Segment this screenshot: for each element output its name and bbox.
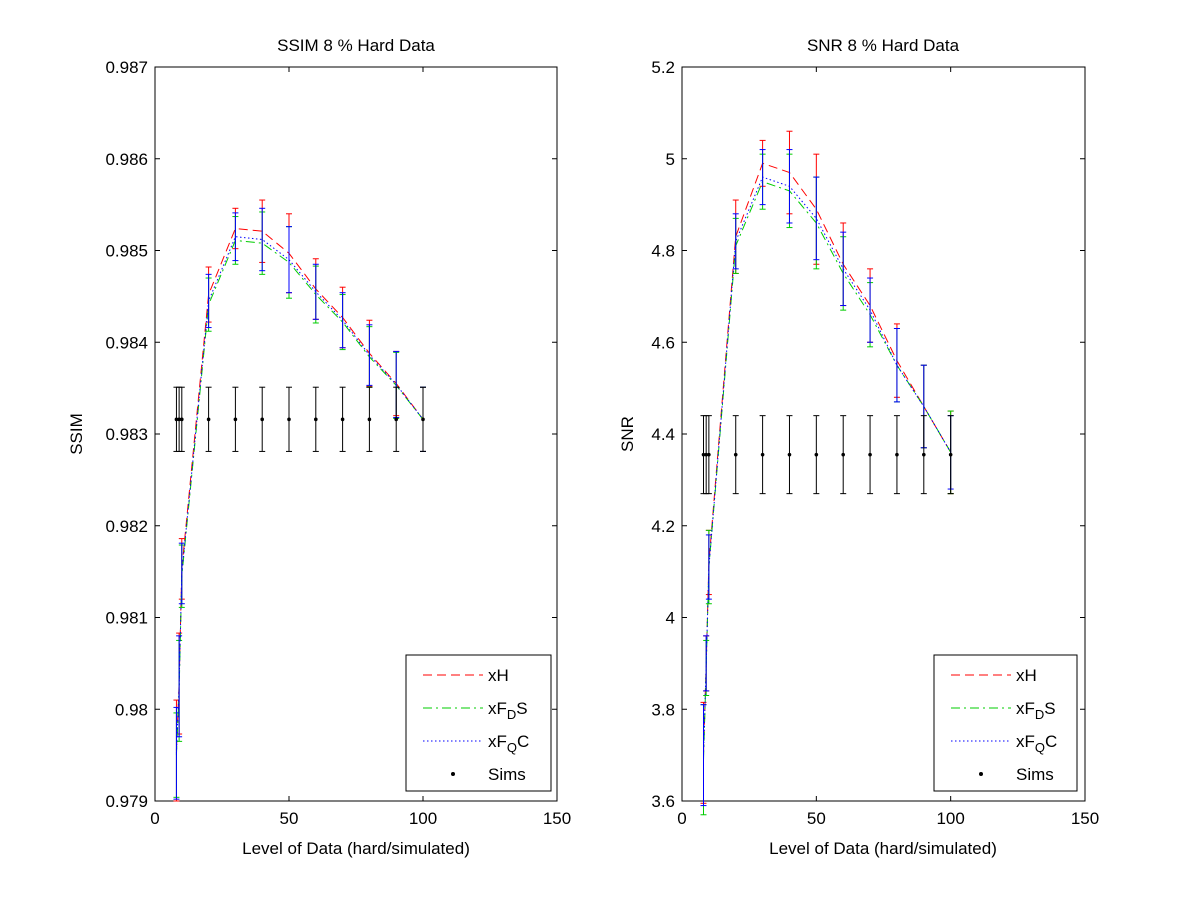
snr-x-tick-label: 100 [936,809,964,828]
ssim-y-tick-label: 0.984 [105,333,148,352]
ssim-x-tick-label: 50 [280,809,299,828]
snr-x-tick-label: 50 [807,809,826,828]
ssim-point-Sims [421,418,425,422]
ssim-y-tick-label: 0.981 [105,609,148,628]
snr-y-tick-label: 4.2 [651,517,675,536]
snr-y-tick-label: 3.8 [651,700,675,719]
ssim-y-tick-label: 0.986 [105,150,148,169]
ssim-point-Sims [207,418,211,422]
ssim-y-tick-label: 0.985 [105,242,148,261]
snr-point-Sims [815,453,819,457]
snr-x-tick-label: 0 [677,809,686,828]
snr-y-tick-label: 3.6 [651,792,675,811]
ssim-y-tick-label: 0.982 [105,517,148,536]
snr-y-tick-label: 4.6 [651,333,675,352]
ssim-y-tick-label: 0.98 [115,700,148,719]
snr-point-Sims [734,453,738,457]
ssim-point-Sims [368,418,372,422]
snr-y-tick-label: 4.4 [651,425,675,444]
ssim-legend-label: Sims [488,765,526,784]
snr-point-Sims [707,453,711,457]
snr-y-tick-label: 4.8 [651,242,675,261]
ssim-x-tick-label: 0 [150,809,159,828]
ssim-x-tick-label: 150 [543,809,571,828]
snr-chart-title: SNR 8 % Hard Data [807,36,960,55]
ssim-y-tick-label: 0.979 [105,792,148,811]
snr-point-Sims [895,453,899,457]
ssim-y-tick-label: 0.983 [105,425,148,444]
ssim-y-axis-label: SSIM [67,413,86,455]
ssim-x-tick-label: 100 [409,809,437,828]
ssim-point-Sims [234,418,238,422]
ssim-point-Sims [394,418,398,422]
snr-y-tick-label: 5 [666,150,675,169]
snr-legend-label: xH [1016,666,1037,685]
ssim-point-Sims [314,418,318,422]
snr-x-tick-label: 150 [1071,809,1099,828]
ssim-chart-title: SSIM 8 % Hard Data [277,36,435,55]
ssim-point-Sims [341,418,345,422]
ssim-legend-swatch [451,772,455,776]
ssim-y-tick-label: 0.987 [105,58,148,77]
snr-x-axis-label: Level of Data (hard/simulated) [769,839,997,858]
snr-y-tick-label: 4 [666,609,675,628]
snr-point-Sims [949,453,953,457]
ssim-point-Sims [260,418,264,422]
ssim-point-Sims [287,418,291,422]
snr-y-axis-label: SNR [618,416,637,452]
ssim-point-Sims [180,418,184,422]
snr-point-Sims [761,453,765,457]
snr-point-Sims [841,453,845,457]
snr-point-Sims [868,453,872,457]
snr-point-Sims [788,453,792,457]
ssim-x-axis-label: Level of Data (hard/simulated) [242,839,470,858]
ssim-legend-label: xH [488,666,509,685]
snr-legend-swatch [979,772,983,776]
snr-y-tick-label: 5.2 [651,58,675,77]
snr-point-Sims [922,453,926,457]
snr-legend-label: Sims [1016,765,1054,784]
